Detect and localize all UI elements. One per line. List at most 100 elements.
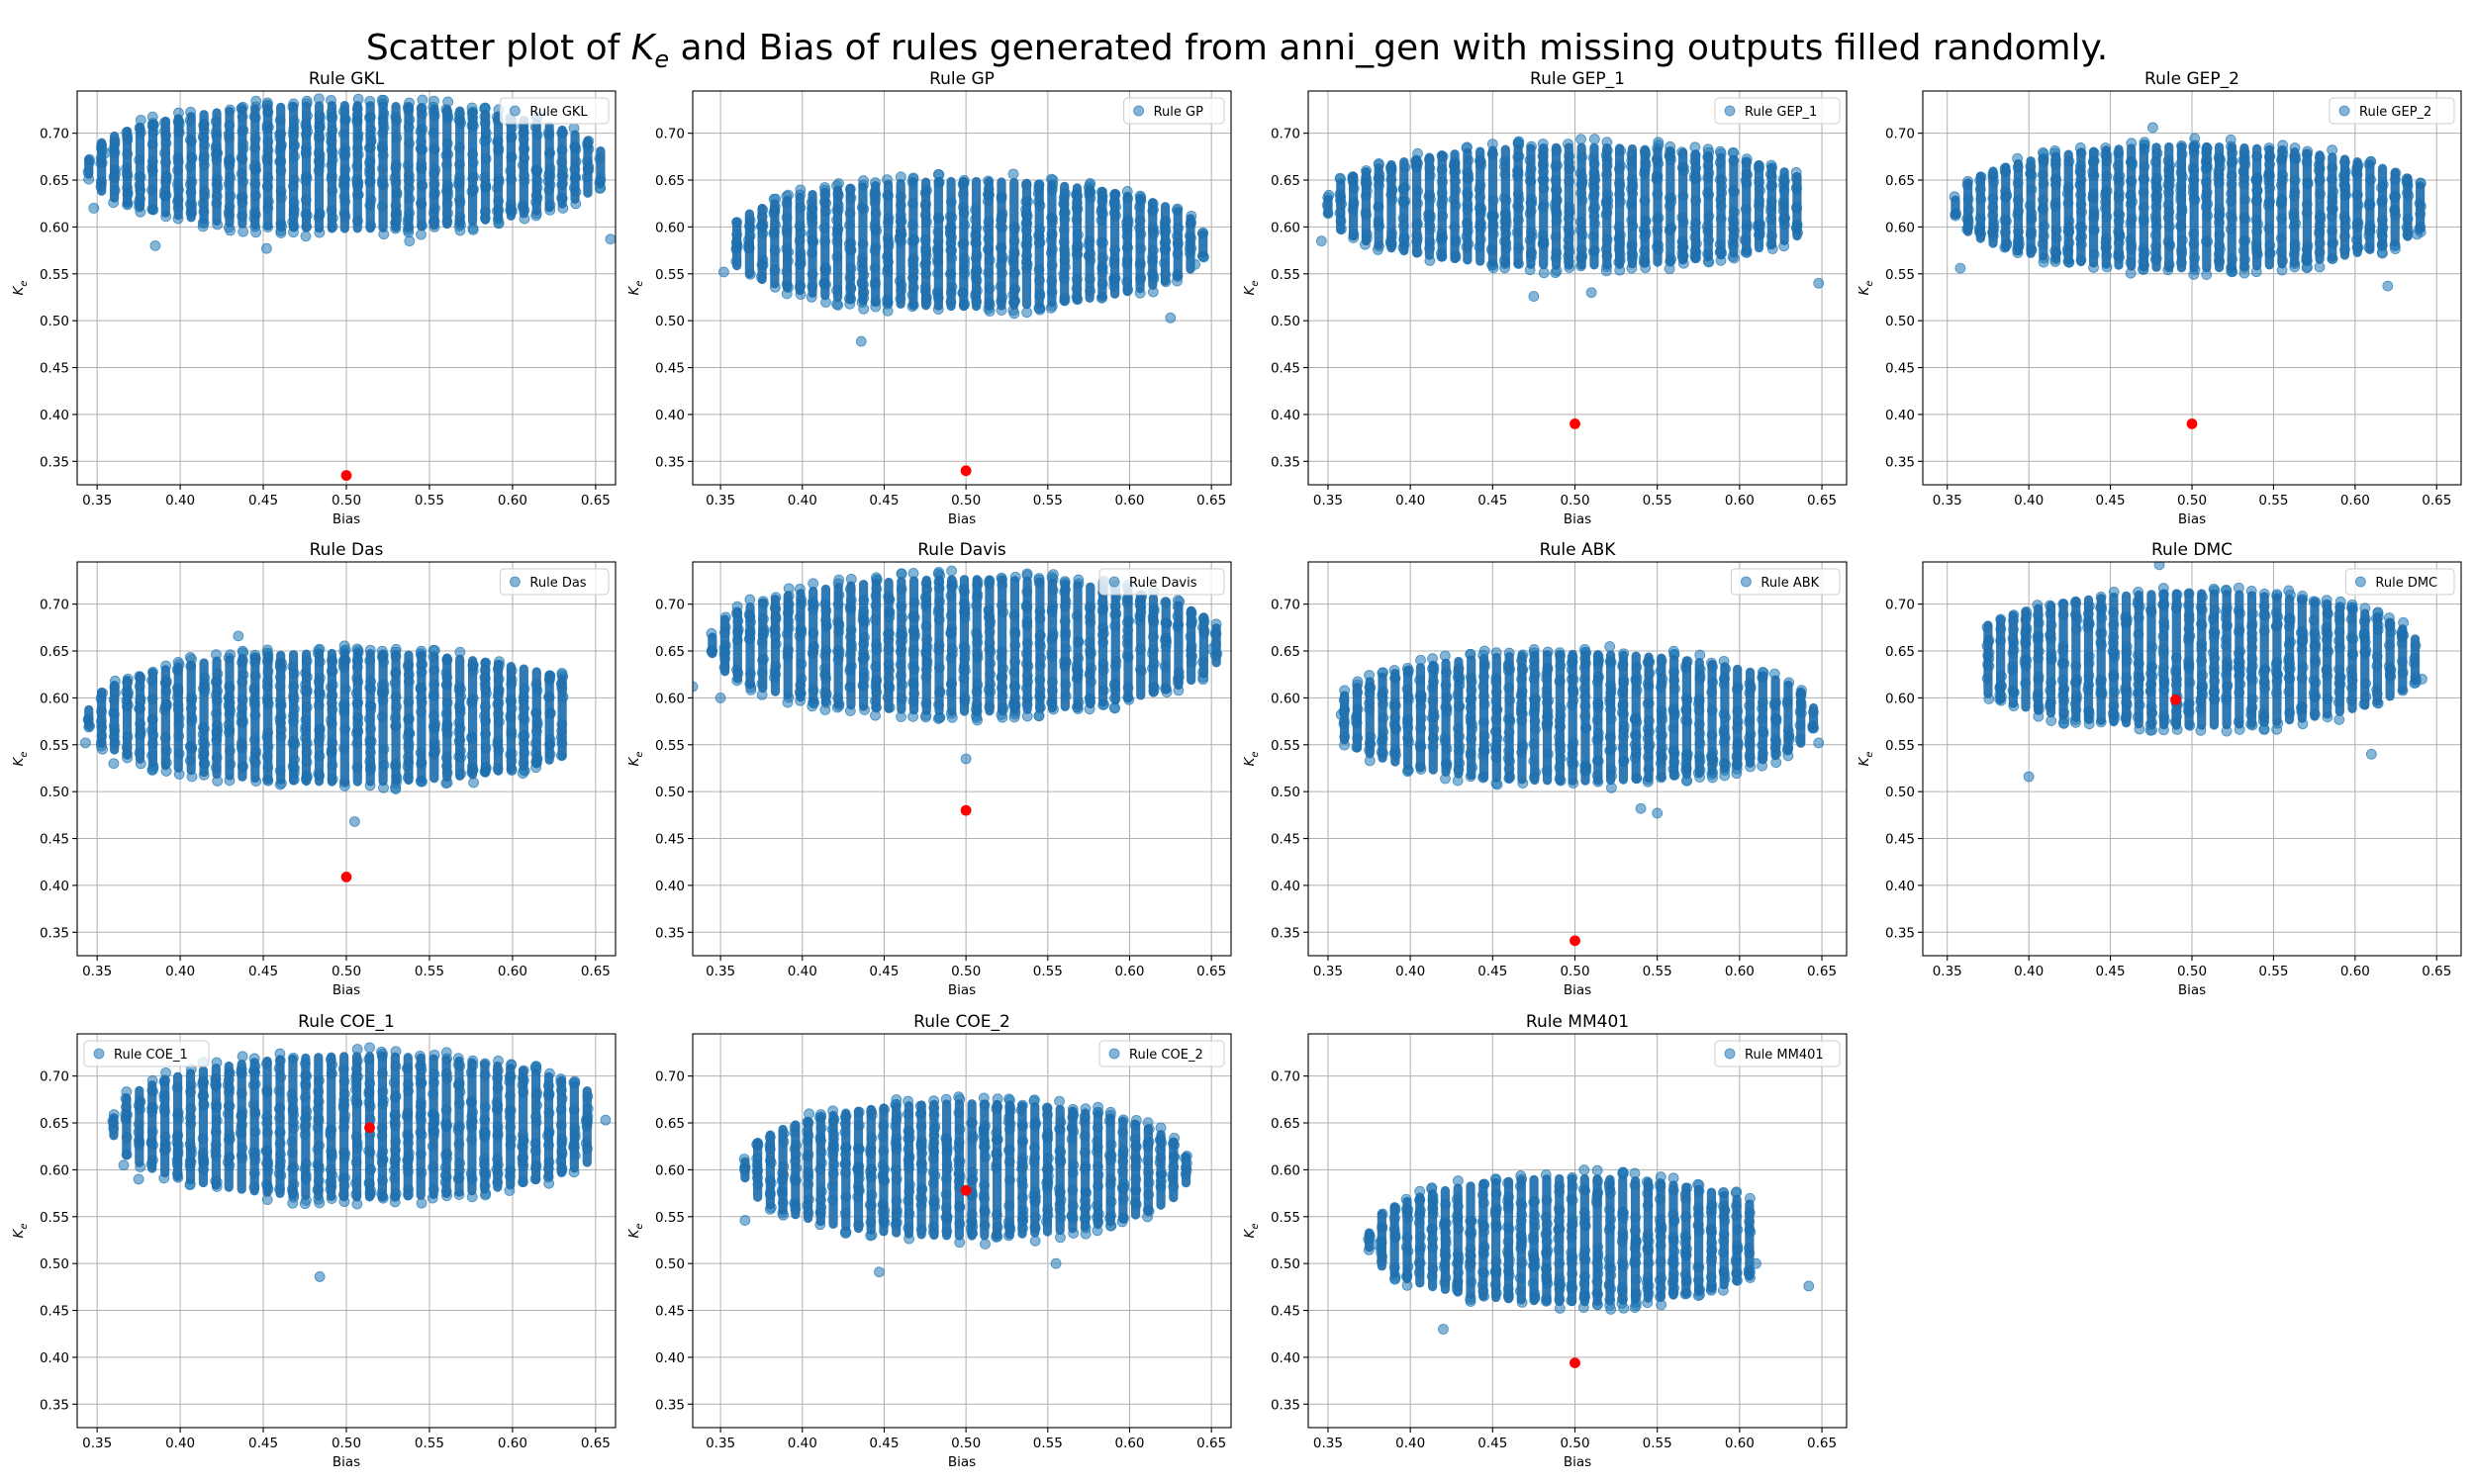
scatter-column [1568,649,1577,786]
scatter-column [160,665,170,771]
scatter-column [1022,576,1032,714]
scatter-column [122,675,133,760]
scatter-column [2176,141,2187,273]
scatter-column [391,101,401,232]
y-tick-label: 0.65 [655,173,685,189]
outlier-point [1954,262,1966,274]
y-axis-label-base: K [1856,286,1872,296]
scatter-column [1951,195,1960,220]
scatter-column [959,176,969,312]
scatter-column [1808,702,1819,732]
scatter-column [1678,147,1688,265]
scatter-column [250,652,260,784]
outlier-point [2412,229,2423,240]
scatter-column [1742,157,1752,255]
y-tick-label: 0.60 [1885,220,1915,235]
scatter-column [506,661,516,774]
x-tick-label: 0.40 [2014,493,2044,509]
scatter-column [2264,144,2274,270]
y-tick-label: 0.40 [655,408,685,423]
y-tick-label: 0.40 [40,408,69,423]
highlight-point [1570,417,1580,429]
x-tick-label: 0.65 [1807,493,1837,509]
x-tick-label: 0.40 [788,964,817,979]
scatter-column [1779,167,1789,245]
x-axis-label: Bias [948,511,976,527]
x-tick-label: 0.55 [1643,964,1672,979]
scatter-column [1627,143,1637,269]
x-tick-label: 0.50 [951,964,981,979]
scatter-column [921,575,931,715]
scatter-column [1690,149,1701,263]
y-axis-label: Ke [1856,280,1875,295]
scatter-column [908,576,919,715]
x-tick-label: 0.65 [1807,964,1837,979]
y-tick-label: 0.45 [40,361,69,377]
scatter-point [1588,134,1600,145]
scatter-column [314,101,325,233]
subplot-7: 0.35 0.40 0.45 0.50 0.55 0.60 0.650.350.400.45… [1242,540,1848,998]
x-axis-label: Bias [948,982,976,998]
scatter-column [199,110,209,225]
figure-title-prefix: Scatter plot of [366,28,631,68]
axes-frame [1307,90,1848,486]
scatter-column [429,104,439,231]
y-tick-label: 0.50 [1271,314,1300,329]
x-tick-label: 0.35 [1313,493,1343,509]
subplot-8: 0.35 0.40 0.45 0.50 0.55 0.60 0.650.350.400.45… [1856,540,2462,998]
x-tick-label: 0.50 [332,493,361,509]
y-tick-label: 0.45 [655,832,685,848]
x-tick-label: 0.60 [498,964,527,979]
y-tick-label: 0.35 [655,454,685,470]
legend: Rule GP [1123,97,1225,125]
subplot-4: 0.35 0.40 0.45 0.50 0.55 0.60 0.650.350.400.45… [1856,69,2462,527]
y-tick-label: 0.50 [655,785,685,800]
subplot-title: Rule GEP_2 [2144,69,2239,89]
scatter-column [1148,198,1158,290]
scatter-column [1707,659,1717,776]
scatter-column [110,131,120,203]
x-tick-label: 0.55 [1033,964,1063,979]
scatter-column [1963,178,1973,236]
y-axis-label-base: K [626,286,642,296]
scatter-column [2403,173,2413,241]
scatter-column [846,581,856,710]
scatter-column [1135,194,1145,294]
scatter-column [2008,610,2018,708]
legend-label: Rule GKL [529,105,588,120]
scatter-column [2058,599,2068,720]
scatter-column [896,178,905,310]
scatter-column [225,655,235,781]
scatter-column [2227,142,2236,272]
scatter-column [2352,157,2362,257]
legend-box [2329,97,2455,125]
scatter-column [519,664,528,772]
y-tick-label: 0.55 [40,267,69,283]
scatter-points [1949,122,2426,292]
scatter-column [1399,157,1409,256]
outlier-point [1165,312,1177,324]
subplot-title: Rule Davis [917,540,1006,560]
scatter-column [1361,166,1371,246]
x-tick-label: 0.45 [1477,964,1507,979]
scatter-column [1500,144,1510,268]
scatter-column [327,101,336,233]
scatter-column [2390,167,2400,247]
scatter-points [1335,641,1825,819]
x-tick-label: 0.40 [1395,964,1425,979]
outlier-point [2147,122,2158,134]
scatter-column [238,105,247,229]
scatter-column [404,102,414,232]
scatter-column [1454,656,1464,779]
scatter-column [84,704,94,730]
y-tick-label: 0.60 [1271,220,1300,235]
y-axis-label-sub: e [634,751,645,757]
x-tick-label: 0.45 [248,964,278,979]
x-tick-label: 0.60 [1114,493,1144,509]
scatter-column [859,580,869,711]
scatter-column [921,177,931,311]
scatter-column [147,668,157,768]
scatter-column [1047,180,1057,308]
scatter-column [2151,142,2161,272]
outlier-point [1335,709,1347,720]
